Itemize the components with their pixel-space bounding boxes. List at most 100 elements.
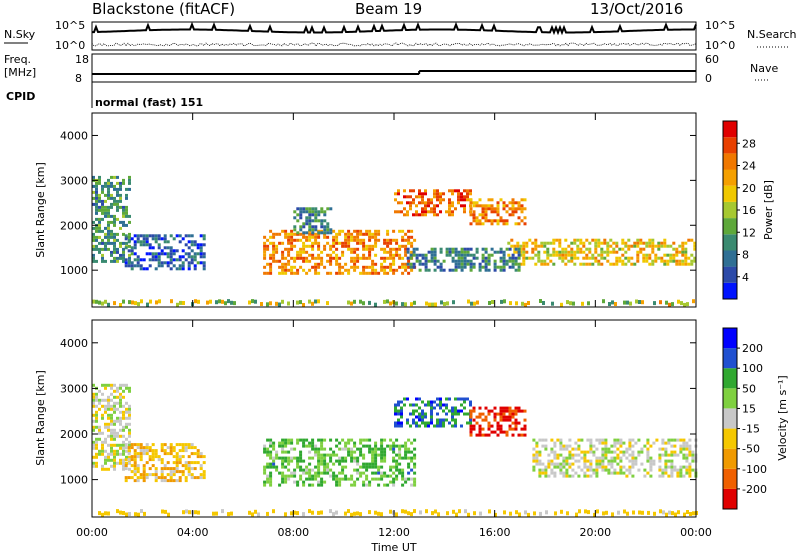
echo-cell [362, 453, 366, 457]
echo-cell [98, 241, 101, 245]
echo-cell [523, 198, 527, 202]
echo-cell [594, 247, 598, 251]
echo-cell [478, 262, 482, 266]
echo-cell [460, 195, 463, 199]
echo-cell [128, 220, 131, 224]
echo-cell [389, 480, 393, 484]
echo-cell [148, 458, 152, 462]
echo-cell [335, 480, 339, 484]
echo-cell [113, 452, 116, 456]
echo-cell [535, 462, 539, 466]
echo-cell [356, 247, 360, 251]
echo-cell [550, 447, 554, 451]
colorbar-tick-label: -15 [742, 423, 760, 436]
echo-cell [392, 271, 396, 275]
echo-cell [436, 189, 439, 193]
echo-cell [442, 403, 445, 407]
echo-cell [448, 268, 452, 272]
echo-cell [517, 222, 521, 226]
echo-cell [410, 241, 414, 245]
ground-scatter-cell [128, 300, 131, 305]
echo-cell [302, 441, 306, 445]
echo-cell [600, 256, 604, 260]
echo-cell [618, 256, 622, 260]
echo-cell [615, 256, 619, 260]
echo-cell [433, 253, 437, 257]
echo-cell [110, 181, 113, 185]
echo-cell [281, 438, 285, 442]
echo-cell [326, 271, 330, 275]
echo-cell [163, 476, 167, 480]
echo-cell [610, 462, 614, 466]
echo-cell [594, 238, 598, 242]
echo-cell [371, 259, 375, 263]
echo-cell [356, 265, 360, 269]
echo-cell [332, 238, 336, 242]
echo-cell [401, 265, 405, 269]
echo-cell [380, 453, 384, 457]
echo-cell [175, 234, 179, 238]
echo-cell [693, 256, 697, 260]
echo-cell [125, 214, 128, 218]
echo-cell [481, 210, 485, 214]
echo-cell [592, 444, 596, 448]
echo-cell [377, 477, 381, 481]
echo-cell [281, 271, 285, 275]
echo-cell [553, 453, 557, 457]
echo-cell [517, 409, 521, 413]
echo-cell [448, 210, 451, 214]
echo-cell [601, 456, 605, 460]
echo-cell [475, 415, 479, 419]
echo-cell [193, 467, 197, 471]
echo-cell [463, 195, 466, 199]
echo-cell [430, 421, 433, 425]
echo-cell [553, 450, 557, 454]
echo-cell [577, 465, 581, 469]
echo-cell [98, 407, 101, 411]
echo-cell [505, 415, 509, 419]
echo-cell [442, 424, 445, 428]
echo-cell [406, 210, 409, 214]
ground-scatter-cell [383, 299, 386, 304]
ground-scatter-cell [353, 511, 356, 516]
echo-cell [281, 441, 285, 445]
echo-cell [481, 213, 485, 217]
echo-cell [163, 234, 167, 238]
echo-cell [454, 259, 458, 263]
echo-cell [124, 258, 128, 262]
echo-cell [119, 241, 122, 245]
colorbar-frame [722, 327, 738, 510]
echo-cell [430, 247, 434, 251]
echo-cell [594, 256, 598, 260]
echo-cell [136, 470, 140, 474]
y-tick-label: 1000 [60, 474, 88, 487]
ground-scatter-cell [128, 512, 131, 516]
colorbar-tick-label: 12 [742, 226, 756, 239]
echo-cell [284, 459, 288, 463]
echo-cell [299, 474, 303, 478]
ground-scatter-cell [215, 511, 218, 516]
echo-cell [604, 456, 608, 460]
echo-cell [172, 479, 176, 483]
echo-cell [104, 461, 107, 465]
echo-cell [517, 256, 521, 260]
echo-cell [424, 189, 427, 193]
echo-cell [145, 449, 149, 453]
echo-cell [320, 256, 324, 260]
echo-cell [409, 403, 412, 407]
echo-cell [116, 407, 119, 411]
echo-cell [305, 256, 309, 260]
echo-cell [266, 462, 270, 466]
echo-cell [631, 453, 635, 457]
echo-cell [454, 421, 457, 425]
echo-cell [317, 465, 321, 469]
echo-cell [389, 438, 393, 442]
echo-cell [469, 189, 472, 193]
echo-cell [314, 238, 318, 242]
echo-cell [418, 406, 421, 410]
echo-cell [104, 407, 107, 411]
echo-cell [511, 412, 515, 416]
echo-cell [308, 228, 312, 232]
echo-cell [508, 412, 512, 416]
